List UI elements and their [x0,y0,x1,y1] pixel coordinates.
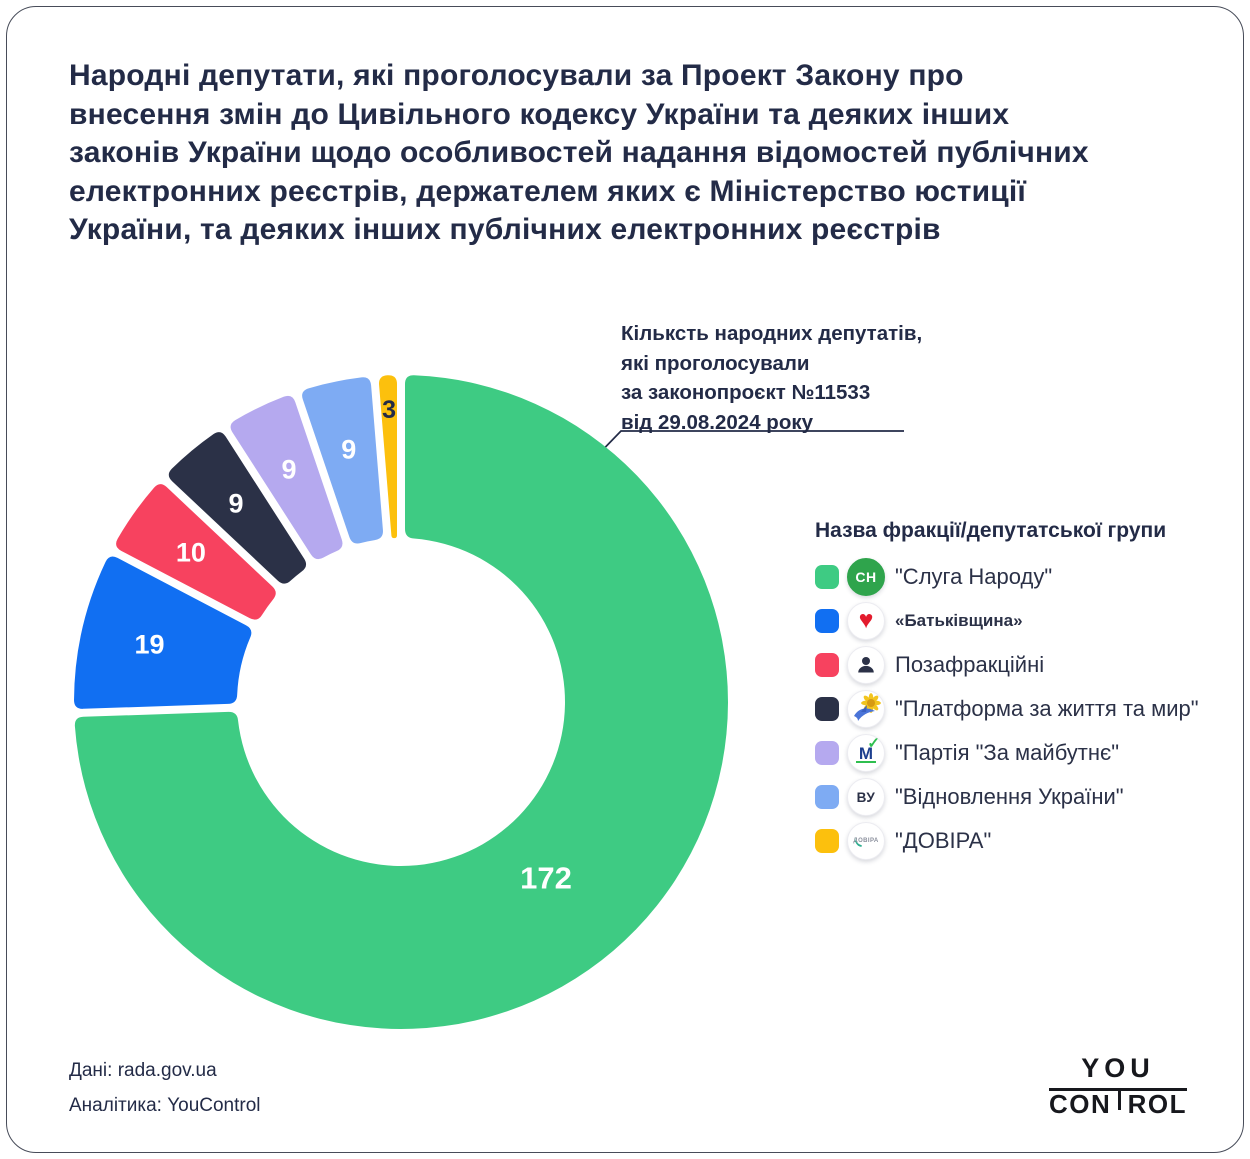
donut-slice-партія-за-майбутнє [230,395,343,560]
annotation-text: Кільксть народних депутатів, які проголо… [621,322,923,434]
legend-item-label: "Платформа за життя та мир" [895,696,1199,721]
legend-list: СН "Слуга Народу" ♥ «Батьківщина» Позафракці… [815,558,1235,860]
legend-item-label: Позафракційні [895,652,1045,677]
logo-control-text: CON ROL [1049,1088,1187,1118]
legend-color-swatch [815,653,839,677]
legend-color-swatch [815,565,839,589]
page-title: Народні депутати, які проголосували за П… [69,59,1089,246]
legend-item-label: "Відновлення України" [895,784,1124,809]
youcontrol-logo: YOU CON ROL [1049,1055,1187,1118]
legend-item-label: «Батьківщина» [895,611,1023,630]
slice-label-слуга-народу: 172 [520,860,572,895]
logo-you-text: YOU [1081,1053,1155,1083]
legend-item-label: "ДОВІРА" [895,828,992,853]
footer-analytics: Аналітика: YouControl [69,1095,261,1116]
legend-color-swatch [815,829,839,853]
legend-item-label: "Слуга Народу" [895,564,1053,589]
slice-label-батьківщина: 19 [134,630,164,660]
infographic-card: Народні депутати, які проголосували за П… [6,6,1244,1153]
legend-item-vu: ВУ "Відновлення України" [815,778,1235,816]
donut-slice-батьківщина [74,556,252,709]
legend-item-batkivshchyna: ♥ «Батьківщина» [815,602,1235,640]
slice-label-платформа-за-життя-та-мир: 9 [229,489,244,519]
legend: Назва фракції/депутатської групи СН "Слуг… [815,519,1235,867]
batkivshchyna-heart-icon: ♥ [847,602,885,640]
legend-item-za-maibutne: М ✓ "Партія "За майбутнє" [815,734,1235,772]
legend-item-label: "Партія "За майбутнє" [895,740,1120,765]
donut-slice-слуга-народу [74,375,729,1030]
legend-color-swatch [815,609,839,633]
legend-color-swatch [815,741,839,765]
donut-slice-відновлення-україни [302,377,383,544]
legend-item-dovira: ДОВІРА "ДОВІРА" [815,822,1235,860]
legend-color-swatch [815,697,839,721]
legend-color-swatch [815,785,839,809]
legend-item-sunflower-dove: "Платформа за життя та мир" [815,690,1235,728]
footer-source: Дані: rada.gov.ua [69,1060,217,1081]
donut-slice-позафракційні [116,484,276,620]
slice-label-довіра: 3 [382,396,396,424]
vu-icon: ВУ [847,778,885,816]
footer: Дані: rada.gov.ua Аналітика: YouControl [69,1053,261,1123]
legend-header: Назва фракції/депутатської групи [815,519,1167,542]
sunflower-dove-icon [847,690,885,728]
legend-item-person: Позафракційні [815,646,1235,684]
sluha-narodu-icon: СН [847,558,885,596]
za-maibutne-icon: М ✓ [847,734,885,772]
person-icon [847,646,885,684]
slice-label-позафракційні: 10 [176,537,206,567]
donut-slice-довіра [379,375,397,539]
logo-con: CON [1049,1089,1112,1119]
slice-label-відновлення-україни: 9 [341,434,356,464]
logo-t-stem [1117,1091,1122,1110]
dovira-icon: ДОВІРА [847,822,885,860]
logo-rol: ROL [1127,1089,1187,1119]
slice-label-партія-за-майбутнє: 9 [282,455,297,485]
donut-slice-платформа-за-життя-та-мир [168,432,307,584]
legend-item-sluha-narodu: СН "Слуга Народу" [815,558,1235,596]
